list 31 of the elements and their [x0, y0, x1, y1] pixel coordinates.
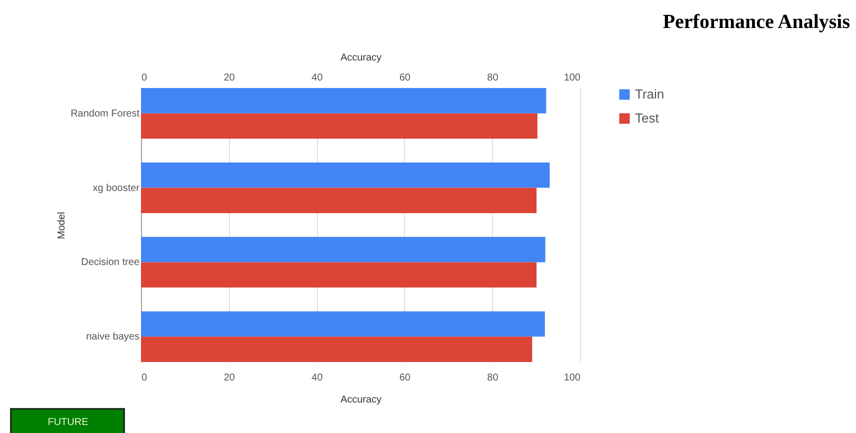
- x2-tick-label: 80: [487, 72, 499, 84]
- text: FUTURE: [48, 417, 89, 428]
- x2-tick-label: 60: [399, 72, 411, 84]
- y-tick-label: xg booster: [92, 182, 140, 194]
- text: Performance Analysis: [662, 11, 850, 33]
- bar: [141, 188, 537, 214]
- x-tick-label: 20: [224, 372, 236, 384]
- x2-tick-label: 100: [564, 72, 581, 84]
- bar: [141, 262, 537, 288]
- bar: [141, 311, 545, 337]
- x2-axis-title: Accuracy: [340, 52, 382, 64]
- bar: [141, 162, 550, 188]
- y-tick-label: naive bayes: [86, 332, 140, 343]
- bar: [141, 88, 546, 114]
- x-tick-label: 80: [487, 372, 499, 384]
- x-tick-label: 60: [399, 372, 411, 384]
- y-axis-title: Model: [56, 212, 68, 240]
- x-axis-title: Accuracy: [340, 394, 382, 406]
- x2-tick-label: 40: [312, 72, 324, 84]
- x-tick-label: 100: [564, 372, 581, 384]
- x2-tick-label: 0: [142, 72, 148, 84]
- x2-tick-label: 20: [224, 72, 236, 84]
- y-tick-label: Decision tree: [81, 257, 140, 268]
- legend-label: Test: [635, 110, 660, 126]
- bar: [141, 113, 538, 139]
- x-tick-label: 40: [312, 372, 324, 384]
- bar: [141, 336, 532, 362]
- y-tick-label: Random Forest: [70, 108, 140, 120]
- legend-label: Train: [635, 86, 664, 102]
- bar: [141, 236, 546, 262]
- x-tick-label: 0: [142, 372, 148, 384]
